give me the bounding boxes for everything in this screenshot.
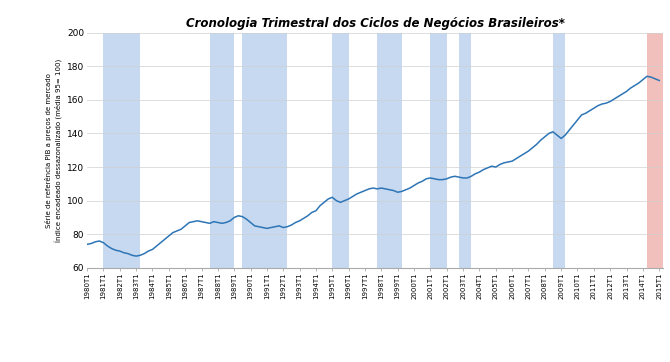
Bar (103, 33, 140, 268)
Bar (459, 33, 471, 268)
Bar (377, 33, 402, 268)
Bar (553, 33, 565, 268)
Bar (243, 33, 287, 268)
Bar (647, 33, 663, 268)
Bar (332, 33, 348, 268)
Y-axis label: Série de referência PIB a preços de mercado
Índice encadeado dessazonalizado (mé: Série de referência PIB a preços de merc… (46, 59, 63, 242)
Bar (430, 33, 447, 268)
Title: Cronologia Trimestral dos Ciclos de Negócios Brasileiros*: Cronologia Trimestral dos Ciclos de Negó… (186, 17, 565, 30)
Bar (210, 33, 234, 268)
